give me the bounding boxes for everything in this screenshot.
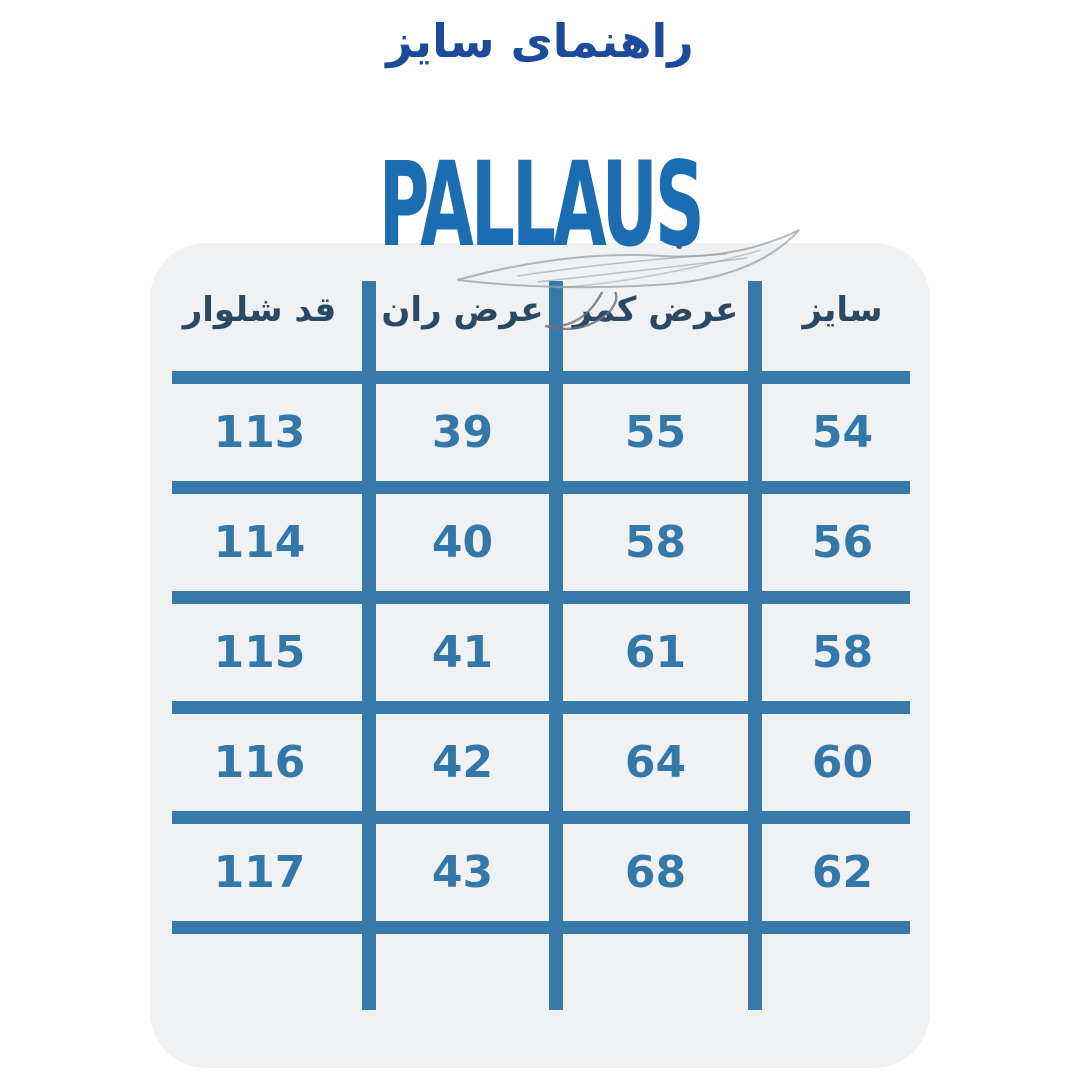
table-grid-line-vertical xyxy=(549,281,563,1010)
table-cell: 42 xyxy=(431,736,494,788)
table-cell: 62 xyxy=(811,846,874,898)
table-cell: 64 xyxy=(624,736,687,788)
col-header-thigh-width: عرض ران xyxy=(381,290,544,330)
table-cell: 68 xyxy=(624,846,687,898)
col-header-size: سایز xyxy=(802,290,883,330)
table-cell: 113 xyxy=(213,406,306,458)
table-grid-line-horizontal xyxy=(172,371,910,384)
table-cell: 117 xyxy=(213,846,306,898)
table-cell: 60 xyxy=(811,736,874,788)
table-cell: 58 xyxy=(811,626,874,678)
brand-logo: PALLAUS xyxy=(0,136,1080,331)
table-grid-line-horizontal xyxy=(172,481,910,494)
table-cell: 115 xyxy=(213,626,306,678)
table-grid-line-vertical xyxy=(748,281,762,1010)
table-cell: 58 xyxy=(624,516,687,568)
table-grid-line-horizontal xyxy=(172,701,910,714)
table-grid-line-vertical xyxy=(362,281,376,1010)
table-cell: 39 xyxy=(431,406,494,458)
table-cell: 114 xyxy=(213,516,306,568)
table-cell: 116 xyxy=(213,736,306,788)
table-grid-line-horizontal xyxy=(172,811,910,824)
table-cell: 54 xyxy=(811,406,874,458)
table-cell: 55 xyxy=(624,406,687,458)
table-cell: 41 xyxy=(431,626,494,678)
size-table: سایز عرض کمر عرض ران قد شلوار 54 55 39 1… xyxy=(150,243,930,927)
table-grid-line-horizontal xyxy=(172,591,910,604)
table-grid-line-horizontal xyxy=(172,921,910,934)
page-title: راهنمای سایز xyxy=(386,14,694,68)
table-cell: 40 xyxy=(431,516,494,568)
brand-name: PALLAUS xyxy=(378,136,704,273)
table-cell: 43 xyxy=(431,846,494,898)
table-cell: 56 xyxy=(811,516,874,568)
table-cell: 61 xyxy=(624,626,687,678)
col-header-pants-length: قد شلوار xyxy=(182,290,337,330)
size-chart-card: سایز عرض کمر عرض ران قد شلوار 54 55 39 1… xyxy=(150,243,930,1068)
